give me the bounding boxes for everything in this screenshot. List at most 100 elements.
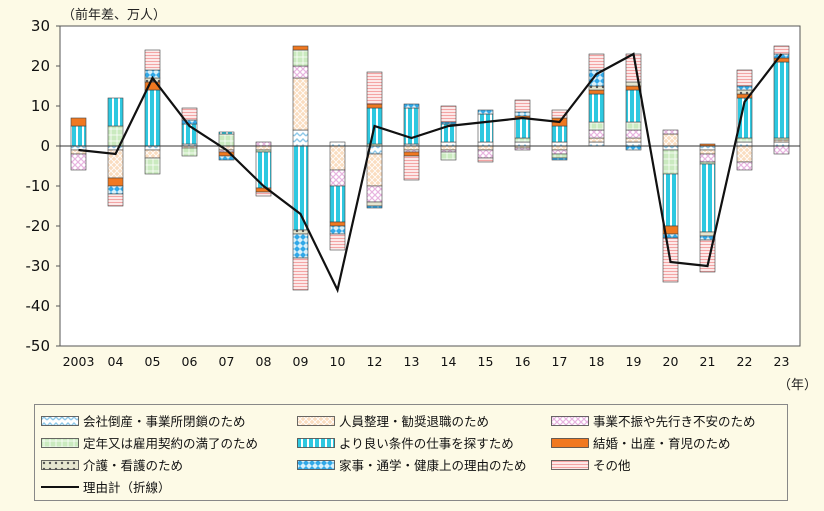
bar-segment	[736, 145, 753, 163]
legend-swatch	[41, 415, 79, 426]
bar-segment	[440, 149, 457, 153]
legend-line-swatch	[41, 485, 79, 488]
bar-segment	[551, 141, 568, 147]
bar-segment	[551, 149, 568, 155]
x-tick-label: 19	[626, 354, 642, 369]
bar-segment	[70, 145, 87, 151]
x-tick-label: 10	[330, 354, 346, 369]
bar-segment	[736, 85, 753, 91]
bar-segment	[107, 97, 124, 127]
bar-segment	[662, 133, 679, 147]
legend-swatch	[41, 437, 79, 448]
bar-segment	[70, 117, 87, 127]
legend-swatch	[297, 459, 335, 470]
bar-segment	[625, 89, 642, 123]
x-tick-label: 17	[552, 354, 568, 369]
bar-segment	[514, 137, 531, 143]
bar-segment	[181, 147, 198, 157]
total-line	[78, 52, 783, 294]
y-tick-label: -20	[26, 217, 51, 235]
bar-segment	[773, 145, 790, 155]
bar-segment	[699, 149, 716, 155]
legend-label: 介護・看護のため	[83, 458, 184, 473]
bar-segment	[699, 153, 716, 163]
x-tick-label: 18	[589, 354, 605, 369]
bar-segment	[255, 145, 272, 151]
bar-segment	[588, 129, 605, 139]
bar-segment	[514, 111, 531, 117]
bar-segment	[440, 151, 457, 161]
y-tick-label: -10	[26, 177, 51, 195]
bar-segment	[292, 45, 309, 51]
bar-segment	[218, 131, 235, 135]
x-unit-label: （年）	[778, 378, 818, 393]
x-tick-label: 20	[663, 354, 679, 369]
x-tick-label: 08	[256, 354, 272, 369]
bar-segment	[477, 141, 494, 147]
bar-segment	[588, 141, 605, 147]
bar-segment	[625, 145, 642, 151]
bar-segment	[292, 65, 309, 79]
bar-segment	[662, 129, 679, 135]
y-tick-label: -40	[26, 297, 51, 315]
bar-segment	[736, 69, 753, 87]
legend-swatch	[551, 415, 589, 426]
bar-segment	[144, 157, 161, 175]
bar-segment	[329, 185, 346, 223]
x-tick-label: 16	[515, 354, 531, 369]
legend-swatch	[41, 459, 79, 470]
x-tick-label: 04	[108, 354, 124, 369]
legend-item: 事業不振や先行き不安のため	[551, 411, 756, 430]
y-tick-label: -50	[26, 337, 51, 355]
legend-item: 家事・通学・健康上の理由のため	[297, 455, 527, 474]
bar-segment	[144, 145, 161, 151]
bar-segment	[144, 149, 161, 159]
legend-item: 人員整理・勧奨退職のため	[297, 411, 489, 430]
legend-label: 理由計（折線）	[83, 480, 171, 495]
legend-item: 介護・看護のため	[41, 455, 183, 474]
plot-frame	[59, 25, 801, 347]
bar-segment	[736, 141, 753, 147]
bar-segment	[107, 145, 124, 151]
x-tick-label: 05	[145, 354, 161, 369]
x-tick-label: 21	[700, 354, 716, 369]
x-tick-label: 15	[478, 354, 494, 369]
bar-segment	[366, 71, 383, 105]
bar-segment	[440, 105, 457, 123]
bar-segment	[588, 121, 605, 131]
bar-segment	[588, 89, 605, 95]
bar-segment	[403, 145, 420, 151]
bar-segment	[477, 145, 494, 151]
bar-segment	[514, 117, 531, 139]
bar-segment	[662, 149, 679, 175]
bar-segment	[773, 139, 790, 143]
legend-label: 人員整理・勧奨退職のため	[339, 414, 490, 429]
x-tick-label: 2003	[63, 354, 95, 369]
bar-segment	[366, 205, 383, 209]
bar-segment	[551, 157, 568, 161]
x-tick-label: 22	[737, 354, 753, 369]
bar-segment	[625, 141, 642, 147]
bar-segment	[699, 163, 716, 233]
bar-segment	[329, 169, 346, 187]
bar-segment	[403, 155, 420, 181]
bar-segment	[329, 145, 346, 171]
bar-segment	[662, 173, 679, 227]
legend-label: 定年又は雇用契約の満了のため	[83, 436, 259, 451]
bar-segment	[403, 103, 420, 109]
bar-segment	[107, 193, 124, 207]
x-tick-label: 07	[219, 354, 235, 369]
legend-item: 会社倒産・事業所閉鎖のため	[41, 411, 246, 430]
y-tick-label: 20	[31, 57, 50, 75]
bar-segment	[218, 133, 235, 147]
x-tick-label: 23	[774, 354, 790, 369]
bar-segment	[329, 221, 346, 227]
bar-segment	[144, 49, 161, 71]
bar-segment	[292, 145, 309, 231]
bar-segment	[514, 141, 531, 147]
legend-item: その他	[551, 455, 631, 474]
bar-segment	[625, 121, 642, 131]
legend-label: 会社倒産・事業所閉鎖のため	[83, 414, 246, 429]
chart-svg: -50 -40 -30 -20 -10 0 10 20 30 2003 04 05 06 07 08 09 10…	[26, 17, 801, 369]
bar-segment	[366, 185, 383, 203]
